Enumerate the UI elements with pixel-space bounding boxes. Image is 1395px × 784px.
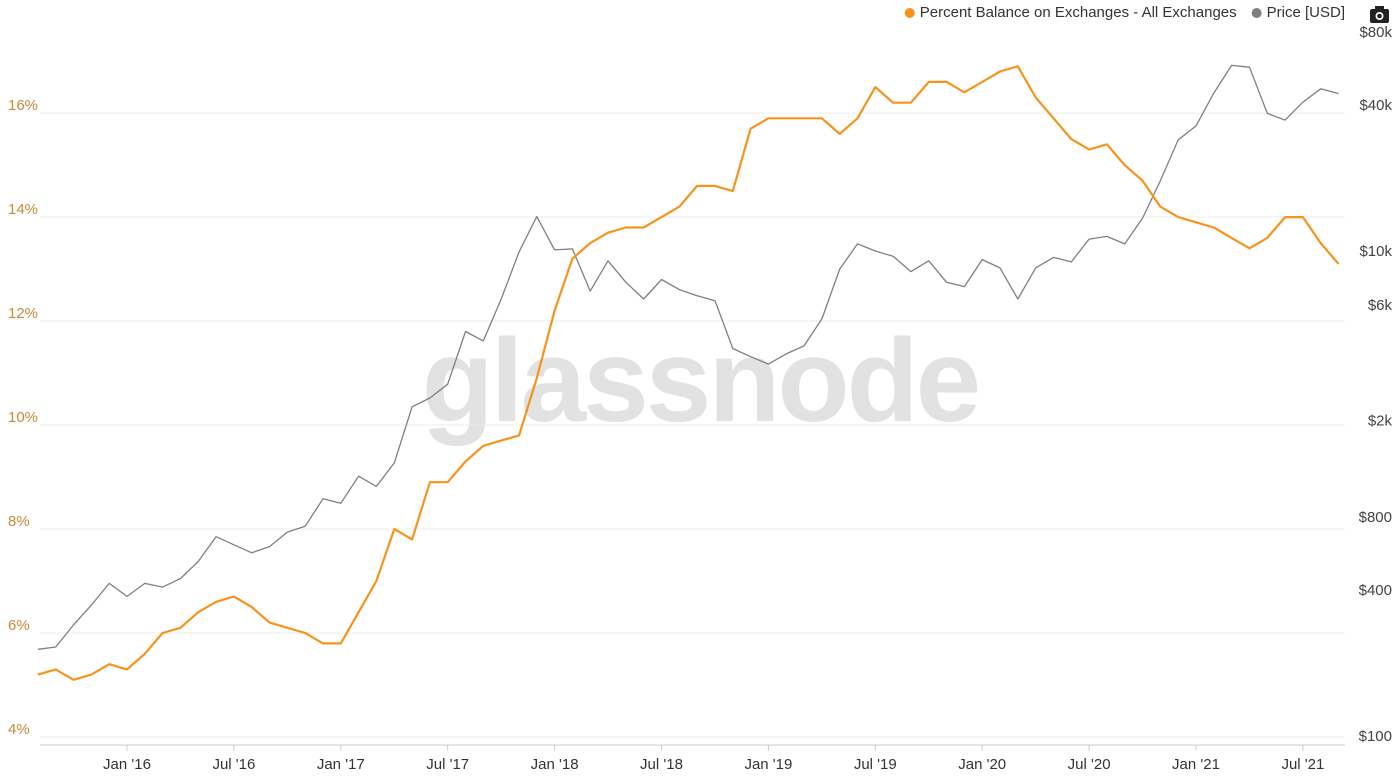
y-tick-label: 10% — [8, 409, 38, 426]
y2-tick-label: $10k — [1359, 243, 1392, 260]
legend-item[interactable]: Percent Balance on Exchanges - All Excha… — [904, 4, 1237, 21]
y2-tick-label: $6k — [1368, 297, 1393, 314]
legend-item[interactable]: Price [USD] — [1251, 4, 1345, 21]
y2-tick-label: $800 — [1359, 509, 1392, 526]
y-tick-label: 6% — [8, 617, 30, 634]
y-tick-label: 14% — [8, 201, 38, 218]
y-tick-label: 12% — [8, 305, 38, 322]
legend-label: Percent Balance on Exchanges - All Excha… — [920, 4, 1237, 21]
x-tick-label: Jul '17 — [426, 756, 469, 773]
camera-icon[interactable] — [1370, 6, 1389, 23]
x-tick-label: Jan '16 — [103, 756, 151, 773]
y2-tick-label: $400 — [1359, 582, 1392, 599]
x-tick-label: Jan '17 — [317, 756, 365, 773]
legend-label: Price [USD] — [1267, 4, 1345, 21]
y-tick-label: 8% — [8, 513, 30, 530]
series-line — [37, 65, 1340, 681]
x-tick-label: Jan '21 — [1172, 756, 1220, 773]
y2-tick-label: $2k — [1368, 412, 1393, 429]
x-tick-label: Jan '20 — [958, 756, 1006, 773]
legend-marker — [904, 8, 915, 18]
x-tick-label: Jul '20 — [1068, 756, 1111, 773]
y-tick-label: 16% — [8, 97, 38, 114]
y2-tick-label: $40k — [1359, 97, 1392, 114]
watermark: glassnode — [422, 315, 979, 447]
x-tick-label: Jul '21 — [1281, 756, 1324, 773]
x-tick-label: Jul '19 — [854, 756, 897, 773]
x-tick-label: Jul '18 — [640, 756, 683, 773]
x-tick-label: Jan '18 — [531, 756, 579, 773]
legend-marker — [1251, 8, 1262, 18]
y-tick-label: 4% — [8, 721, 30, 738]
x-tick-label: Jul '16 — [212, 756, 255, 773]
x-tick-label: Jan '19 — [744, 756, 792, 773]
series-line — [37, 64, 1339, 650]
y2-tick-label: $100 — [1359, 728, 1392, 745]
y2-tick-label: $80k — [1359, 24, 1392, 41]
